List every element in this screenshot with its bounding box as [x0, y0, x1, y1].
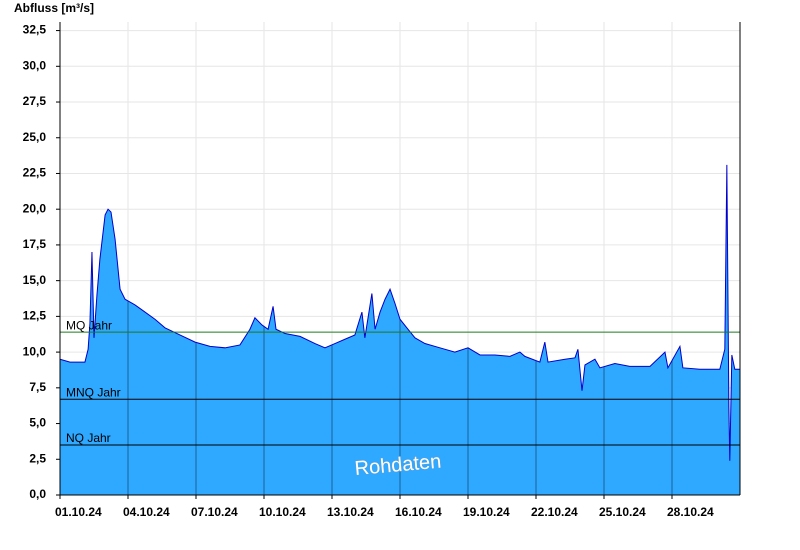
x-tick-label: 04.10.24 — [123, 505, 170, 519]
reference-label: NQ Jahr — [66, 431, 111, 445]
y-tick-label: 30,0 — [23, 58, 47, 72]
x-tick-label: 22.10.24 — [531, 505, 578, 519]
reference-label: MQ Jahr — [66, 318, 112, 332]
x-tick-label: 28.10.24 — [667, 505, 714, 519]
y-tick-label: 27,5 — [23, 94, 47, 108]
y-tick-label: 25,0 — [23, 130, 47, 144]
y-tick-label: 5,0 — [29, 416, 46, 430]
y-tick-label: 7,5 — [29, 380, 46, 394]
y-tick-label: 10,0 — [23, 344, 47, 358]
y-tick-label: 15,0 — [23, 273, 47, 287]
y-tick-label: 2,5 — [29, 451, 46, 465]
x-tick-label: 16.10.24 — [395, 505, 442, 519]
y-axis-label: Abfluss [m³/s] — [14, 1, 94, 15]
reference-label: MNQ Jahr — [66, 385, 121, 399]
y-tick-label: 22,5 — [23, 166, 47, 180]
y-tick-label: 32,5 — [23, 23, 47, 37]
line — [59, 164, 740, 461]
x-tick-label: 07.10.24 — [191, 505, 238, 519]
x-tick-label: 13.10.24 — [327, 505, 374, 519]
x-tick-label: 01.10.24 — [55, 505, 102, 519]
x-tick-label: 10.10.24 — [259, 505, 306, 519]
y-tick-label: 20,0 — [23, 201, 47, 215]
y-tick-label: 0,0 — [29, 487, 46, 501]
y-tick-label: 17,5 — [23, 237, 47, 251]
x-tick-label: 25.10.24 — [599, 505, 646, 519]
x-tick-label: 19.10.24 — [463, 505, 510, 519]
y-tick-label: 12,5 — [23, 309, 47, 323]
